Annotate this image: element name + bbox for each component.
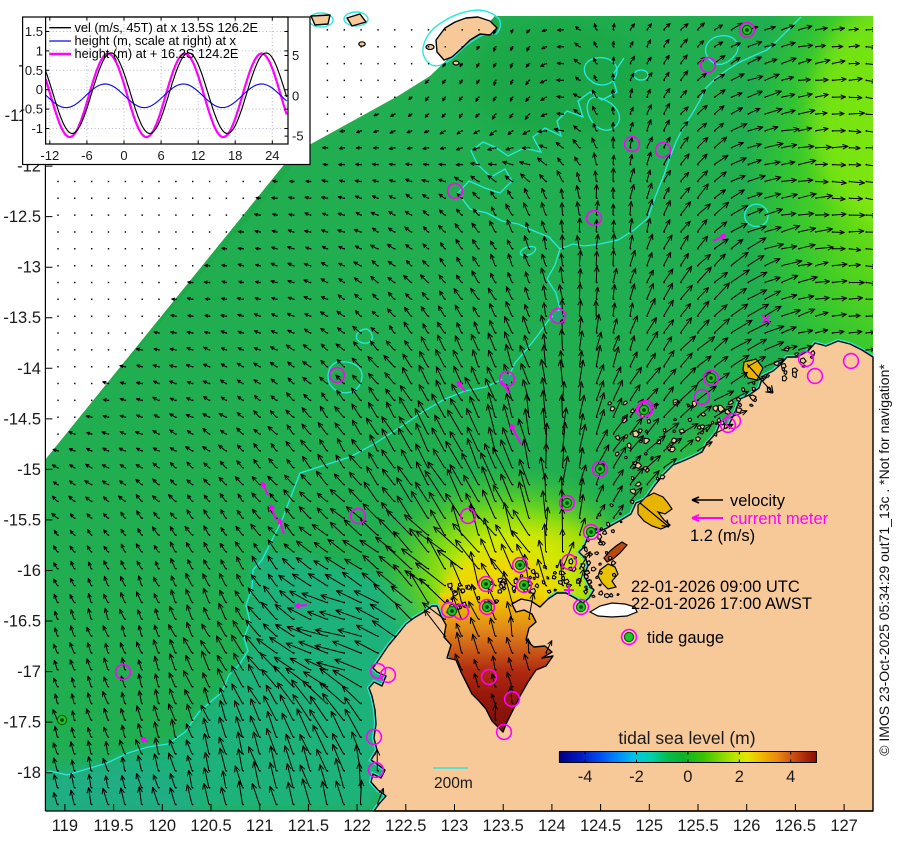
svg-text:0: 0 (683, 768, 692, 786)
svg-text:120: 120 (149, 817, 177, 835)
svg-text:-15: -15 (17, 461, 41, 479)
svg-text:121.5: 121.5 (288, 817, 329, 835)
svg-text:velocity: velocity (730, 492, 786, 510)
svg-text:tidal sea level (m): tidal sea level (m) (618, 728, 755, 748)
svg-text:127: 127 (830, 817, 858, 835)
svg-text:1.2 (m/s): 1.2 (m/s) (690, 527, 755, 545)
svg-text:1: 1 (36, 43, 43, 58)
svg-text:-14: -14 (17, 360, 41, 378)
svg-text:-16.5: -16.5 (3, 613, 41, 631)
svg-text:-1: -1 (31, 121, 43, 136)
svg-text:-13.5: -13.5 (3, 309, 41, 327)
svg-text:125.5: 125.5 (677, 817, 718, 835)
svg-text:2: 2 (735, 768, 744, 786)
svg-text:0.5: 0.5 (25, 63, 43, 78)
svg-text:1.5: 1.5 (25, 24, 43, 39)
svg-text:123: 123 (441, 817, 469, 835)
svg-text:0: 0 (292, 88, 299, 103)
svg-text:-15.5: -15.5 (3, 511, 41, 529)
svg-text:-0.5: -0.5 (21, 102, 43, 117)
svg-text:120.5: 120.5 (190, 817, 231, 835)
svg-text:200m: 200m (434, 775, 473, 792)
svg-text:height (m) at + 16.2S 124.2E: height (m) at + 16.2S 124.2E (75, 46, 239, 61)
svg-text:0: 0 (36, 82, 43, 97)
svg-text:-12.5: -12.5 (3, 208, 41, 226)
svg-text:-14.5: -14.5 (3, 410, 41, 428)
svg-text:-5: -5 (292, 129, 304, 144)
svg-text:-4: -4 (578, 768, 593, 786)
svg-text:© IMOS 23-Oct-2025 05:34:29 ou: © IMOS 23-Oct-2025 05:34:29 out71_13c . … (876, 364, 892, 756)
svg-text:121: 121 (246, 817, 274, 835)
svg-text:0: 0 (120, 148, 127, 163)
svg-text:122: 122 (343, 817, 371, 835)
svg-text:-6: -6 (81, 148, 93, 163)
svg-text:4: 4 (786, 768, 795, 786)
svg-text:119: 119 (52, 817, 78, 835)
svg-text:-17.5: -17.5 (3, 714, 41, 732)
svg-text:-17: -17 (17, 663, 41, 681)
svg-text:119.5: 119.5 (94, 817, 134, 835)
svg-text:123.5: 123.5 (483, 817, 524, 835)
svg-text:24: 24 (265, 148, 279, 163)
svg-text:5: 5 (292, 48, 299, 63)
svg-text:vel (m/s, 45T) at x 13.5S 126.: vel (m/s, 45T) at x 13.5S 126.2E (75, 20, 259, 35)
svg-text:-13: -13 (17, 259, 41, 277)
svg-text:-16: -16 (17, 562, 41, 580)
svg-text:125: 125 (636, 817, 664, 835)
svg-text:6: 6 (157, 148, 164, 163)
svg-text:122.5: 122.5 (385, 817, 426, 835)
svg-text:124: 124 (538, 817, 566, 835)
svg-text:-12: -12 (40, 148, 59, 163)
svg-text:12: 12 (191, 148, 205, 163)
svg-text:18: 18 (228, 148, 242, 163)
svg-text:height (m, scale at right) at: height (m, scale at right) at x (75, 33, 237, 48)
svg-text:tide gauge: tide gauge (647, 629, 724, 647)
svg-text:22-01-2026 09:00 UTC: 22-01-2026 09:00 UTC (631, 578, 800, 596)
svg-text:-18: -18 (17, 764, 41, 782)
svg-text:22-01-2026 17:00 AWST: 22-01-2026 17:00 AWST (631, 595, 812, 613)
svg-text:current meter: current meter (730, 510, 829, 528)
svg-text:-2: -2 (629, 768, 644, 786)
svg-text:126: 126 (733, 817, 761, 835)
svg-text:126.5: 126.5 (775, 817, 816, 835)
svg-text:124.5: 124.5 (580, 817, 621, 835)
